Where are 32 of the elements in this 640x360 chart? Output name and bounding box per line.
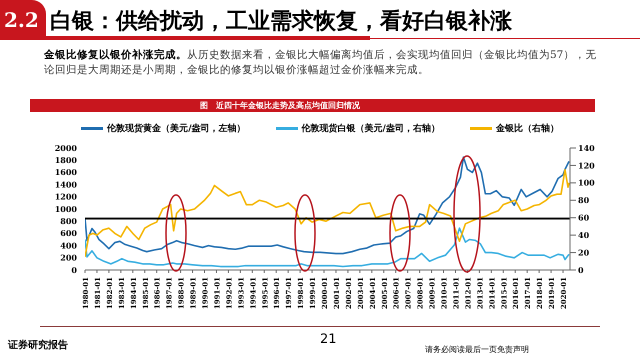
text: 21 [320,332,337,347]
y-tick-label: 200 [60,252,78,263]
y2-tick-label: 120 [578,160,596,170]
line-series [85,156,570,254]
y-tick-label: 1200 [54,192,78,202]
text: 图 近四十年金银比走势及高点均值回归情况 [200,99,360,112]
y-tick-label: 600 [60,228,78,238]
y-tick-label: 2000 [54,142,78,153]
y-tick-label: 400 [60,240,78,250]
y2-tick-label: 60 [578,212,590,223]
line-series [85,227,570,268]
text: 2.2 [4,8,39,32]
y-tick-label: 800 [60,216,78,226]
y2-tick-label: 0 [578,264,584,275]
legend-label: 金银比（右轴） [496,122,559,135]
y-tick-label: 1600 [54,167,78,178]
text: 证券研究报告 [8,338,68,352]
legend-label: 伦敦现货白银（美元/盎司，右轴） [302,122,440,135]
y2-tick-label: 40 [578,230,590,240]
chart-subtitle: 金银比修复以银价补涨完成。从历史数据来看，金银比大幅偏离均值后，会实现均值回归（金银比均值为57），无论回归是大周期还是小周期，金银比的修复均以银价涨幅超过金价涨幅来完成。 [44,48,598,78]
y2-tick-label: 100 [578,178,596,188]
y-tick-label: 1400 [54,179,78,190]
text: 请务必阅读最后一页免责声明 [425,344,529,355]
y2-tick-label: 140 [578,142,596,153]
line-series [85,168,570,258]
y-tick-label: 1800 [54,155,78,166]
chart-title: 白银：供给扰动，工业需求恢复，看好白银补涨 [50,7,512,36]
y2-tick-label: 20 [578,247,590,258]
y-tick-label: 0 [71,264,78,275]
y-tick-label: 1000 [54,204,78,214]
y2-tick-label: 80 [578,195,590,206]
legend-label: 伦敦现货黄金（美元/盎司，左轴） [107,122,246,135]
